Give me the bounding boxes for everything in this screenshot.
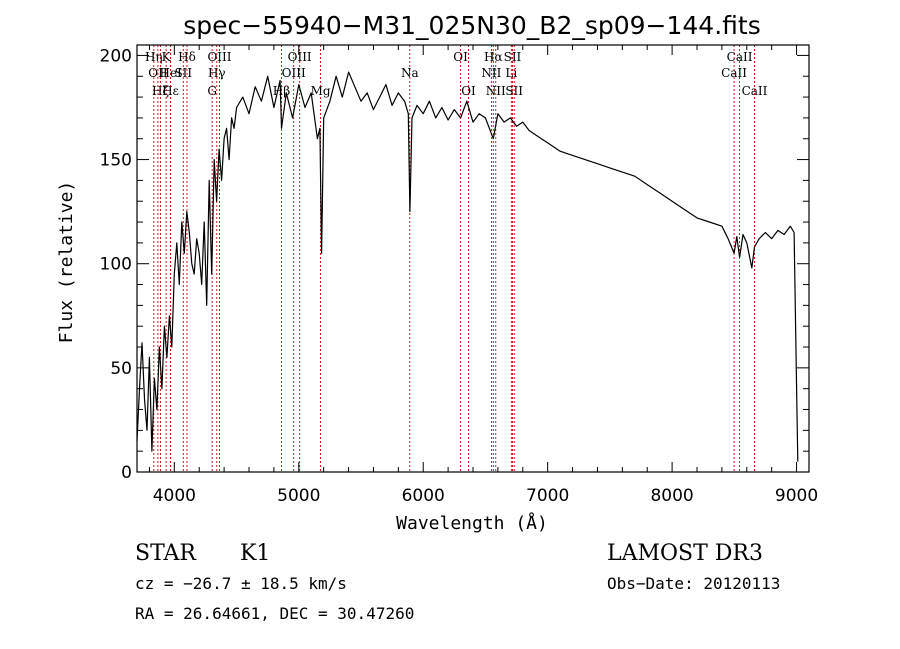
y-axis-ticks: 0 50 100 150 200: [100, 46, 809, 483]
y-tick-label-100: 100: [100, 255, 132, 275]
emission-line-labels: HηOIIHζKHεHeISIIHδGHγOIIIHβOIIIOIIIMgNaO…: [145, 50, 768, 98]
line-label-13: OIII: [288, 50, 312, 64]
line-label-25: CaII: [727, 50, 753, 64]
plot-frame: [136, 44, 810, 473]
line-label-5: HeI: [159, 66, 182, 80]
x-axis-ticks: 4000 5000 6000 7000 8000 9000: [148, 45, 818, 506]
survey-name: LAMOST DR3: [607, 541, 763, 566]
coordinates-info: RA = 26.64661, DEC = 30.47260: [135, 604, 414, 623]
line-label-8: G: [207, 84, 217, 98]
line-label-17: OI: [461, 84, 476, 98]
object-class: STAR: [135, 541, 197, 566]
line-label-6: SII: [174, 66, 192, 80]
line-label-14: Mg: [311, 84, 331, 98]
line-label-0: Hη: [145, 50, 163, 64]
line-label-20: NII: [486, 84, 506, 98]
line-label-16: OI: [453, 50, 468, 64]
x-tick-label-5000: 5000: [277, 486, 320, 506]
spectrum-series-line: [136, 71, 799, 462]
chart-title: spec−55940−M31_025N30_B2_sp09−144.fits: [183, 11, 761, 40]
x-axis-label: Wavelength (Å): [396, 512, 548, 534]
line-label-22: SII: [504, 50, 522, 64]
y-tick-label-150: 150: [100, 151, 132, 171]
x-tick-label-9000: 9000: [775, 486, 818, 506]
line-label-10: OIII: [207, 50, 231, 64]
line-label-19: Hα: [484, 50, 503, 64]
x-tick-label-4000: 4000: [153, 486, 196, 506]
observation-date: Obs−Date: 20120113: [607, 574, 780, 593]
y-tick-label-200: 200: [100, 46, 132, 66]
line-label-7: Hδ: [178, 50, 196, 64]
y-tick-label-50: 50: [110, 359, 132, 379]
emission-line-markers: [153, 45, 755, 472]
line-label-21: Li: [505, 66, 517, 80]
line-label-1: OII: [148, 66, 168, 80]
line-label-24: CaII: [721, 66, 747, 80]
object-subclass: K1: [240, 541, 270, 566]
line-label-2: Hζ: [152, 84, 169, 98]
line-label-12: OIII: [282, 66, 306, 80]
x-tick-label-8000: 8000: [650, 486, 693, 506]
line-label-15: Na: [401, 66, 419, 80]
line-label-26: CaII: [742, 84, 768, 98]
x-tick-label-7000: 7000: [526, 486, 569, 506]
line-label-18: NII: [481, 66, 501, 80]
y-axis-label: Flux (relative): [56, 181, 77, 344]
y-tick-label-0: 0: [121, 463, 132, 483]
line-label-3: K: [162, 50, 172, 64]
x-tick-label-6000: 6000: [402, 486, 445, 506]
line-label-9: Hγ: [208, 66, 226, 80]
redshift-info: cz = −26.7 ± 18.5 km/s: [135, 574, 347, 593]
line-label-4: Hε: [162, 84, 179, 98]
line-label-23: SII: [505, 84, 523, 98]
